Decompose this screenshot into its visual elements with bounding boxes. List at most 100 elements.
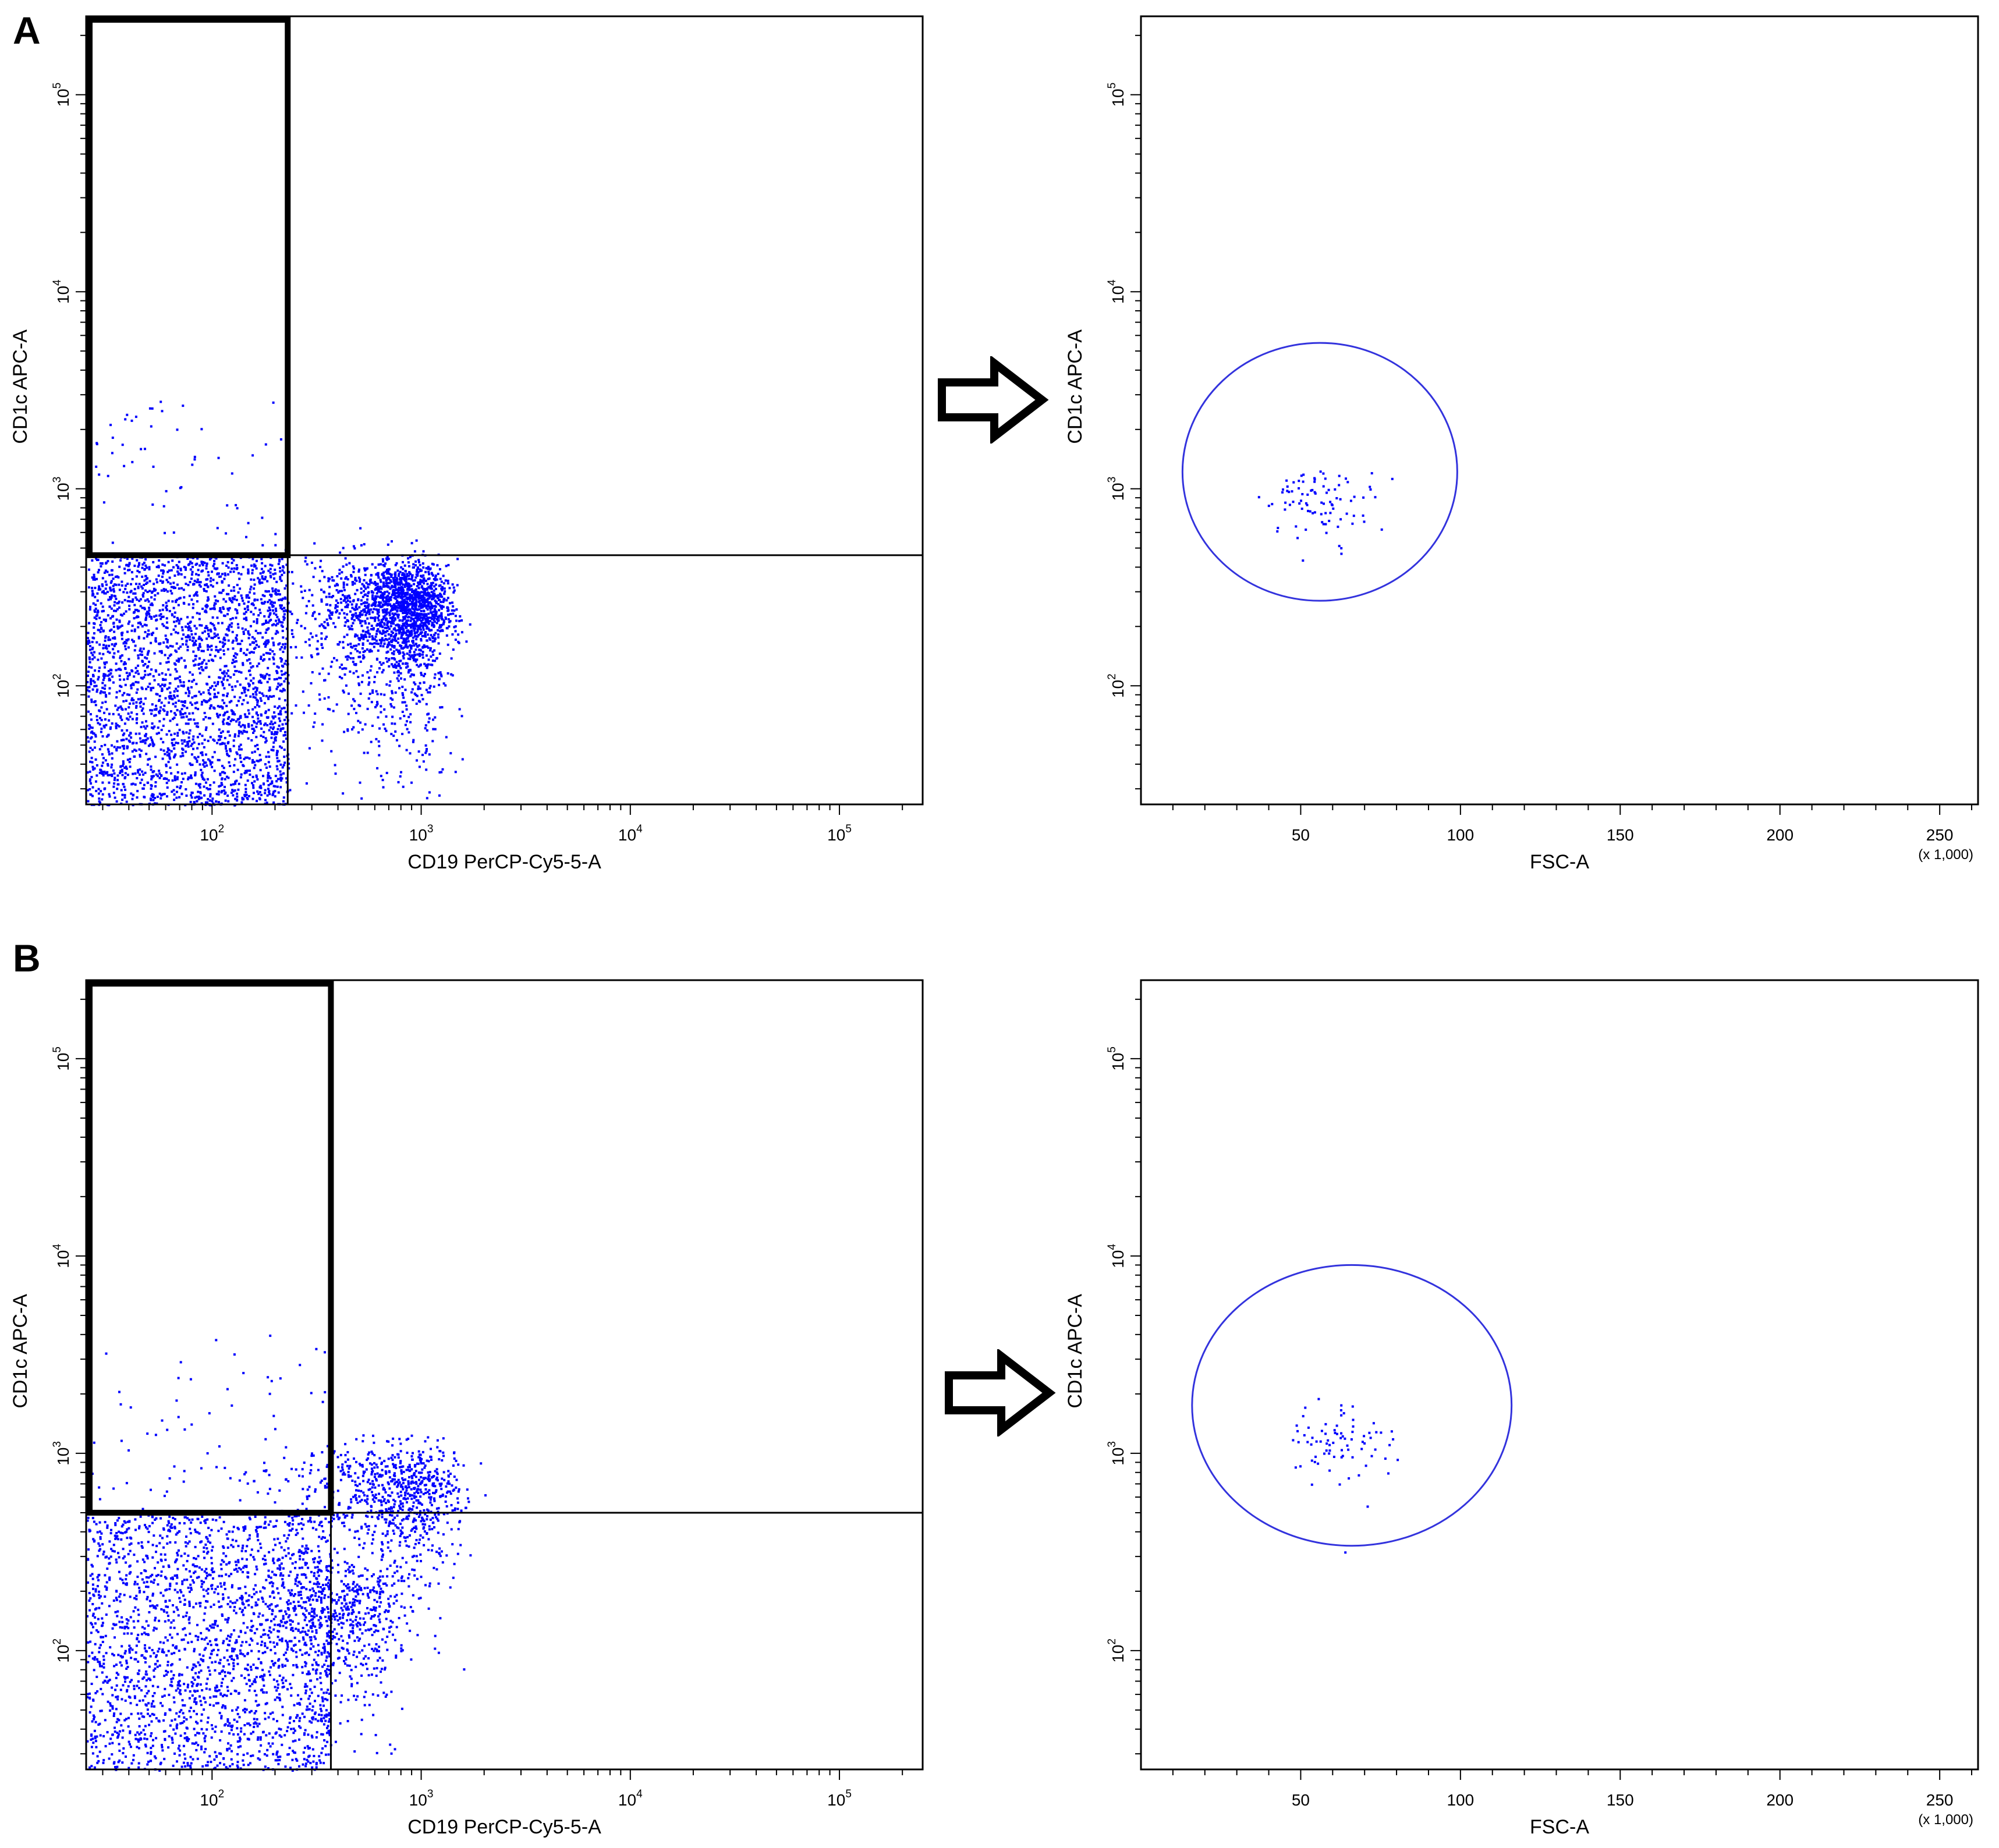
- data-point: [258, 580, 261, 583]
- data-point: [423, 644, 426, 647]
- data-point: [157, 683, 160, 686]
- data-point: [439, 706, 442, 709]
- data-point: [392, 650, 395, 653]
- data-point: [235, 567, 238, 570]
- data-point: [240, 761, 243, 763]
- data-point: [188, 594, 191, 597]
- data-point: [378, 596, 381, 599]
- data-point: [431, 650, 434, 653]
- data-point: [442, 601, 445, 604]
- data-point: [124, 645, 126, 648]
- data-point: [246, 769, 249, 772]
- data-point: [407, 640, 410, 643]
- data-point: [387, 598, 389, 601]
- data-point: [446, 606, 449, 609]
- data-point: [245, 594, 248, 597]
- data-point: [182, 601, 185, 604]
- data-point: [416, 619, 419, 622]
- data-point: [208, 635, 210, 638]
- data-point: [435, 618, 438, 621]
- data-point: [210, 763, 212, 766]
- data-point: [381, 593, 384, 596]
- data-point: [340, 601, 343, 604]
- data-point: [140, 709, 143, 712]
- data-point: [251, 682, 254, 684]
- data-point: [440, 673, 442, 676]
- data-point: [409, 713, 412, 716]
- data-point: [362, 602, 365, 605]
- data-point: [269, 571, 272, 574]
- data-point: [381, 637, 384, 640]
- data-point: [186, 707, 189, 710]
- data-point: [93, 656, 96, 659]
- data-point: [349, 597, 352, 600]
- data-point: [267, 697, 270, 700]
- data-point: [417, 665, 420, 668]
- data-point: [396, 600, 399, 602]
- data-point: [176, 428, 179, 431]
- data-point: [174, 705, 177, 708]
- data-point: [108, 679, 111, 682]
- data-point: [160, 729, 163, 732]
- data-point: [98, 772, 101, 774]
- data-point: [271, 564, 274, 567]
- data-point: [394, 571, 397, 574]
- data-point: [150, 602, 153, 605]
- data-point: [161, 687, 164, 690]
- data-point: [396, 606, 399, 609]
- data-point: [258, 679, 261, 682]
- data-point: [443, 587, 446, 590]
- data-point: [115, 725, 118, 728]
- data-point: [181, 751, 184, 754]
- data-point: [277, 593, 280, 595]
- data-point: [166, 646, 169, 649]
- data-point: [441, 589, 444, 592]
- data-point: [415, 625, 418, 627]
- data-point: [196, 581, 198, 584]
- data-point: [272, 601, 275, 604]
- data-point: [153, 679, 156, 682]
- data-point: [1288, 503, 1291, 506]
- data-point: [86, 736, 89, 739]
- data-point: [281, 646, 283, 648]
- data-point: [259, 785, 262, 788]
- data-point: [251, 751, 254, 754]
- data-point: [233, 661, 236, 664]
- data-point: [374, 605, 377, 608]
- data-point: [187, 629, 190, 632]
- data-point: [176, 583, 179, 586]
- data-point: [382, 611, 385, 613]
- data-point: [279, 566, 282, 569]
- data-point: [204, 700, 207, 703]
- data-point: [1335, 497, 1338, 499]
- data-point: [284, 733, 286, 736]
- data-point: [127, 718, 130, 721]
- data-point: [437, 633, 440, 636]
- data-point: [200, 693, 203, 696]
- data-point: [95, 790, 98, 792]
- data-point: [410, 614, 413, 617]
- data-point: [1305, 528, 1307, 531]
- data-point: [341, 677, 343, 680]
- data-point: [360, 599, 363, 602]
- data-point: [239, 683, 242, 686]
- data-point: [126, 774, 129, 776]
- data-point: [150, 641, 153, 644]
- data-point: [366, 605, 369, 608]
- data-point: [421, 562, 424, 565]
- data-point: [359, 578, 361, 581]
- data-point: [256, 778, 259, 781]
- data-point: [175, 742, 178, 744]
- data-point: [182, 716, 185, 719]
- data-point: [86, 689, 89, 691]
- data-point: [280, 746, 283, 749]
- data-point: [173, 754, 176, 757]
- data-point: [455, 619, 458, 622]
- data-point: [1257, 496, 1260, 499]
- data-point: [264, 641, 267, 644]
- data-point: [211, 585, 214, 588]
- data-point: [284, 711, 287, 714]
- data-point: [132, 794, 134, 797]
- data-point: [435, 657, 438, 660]
- data-point: [398, 572, 400, 575]
